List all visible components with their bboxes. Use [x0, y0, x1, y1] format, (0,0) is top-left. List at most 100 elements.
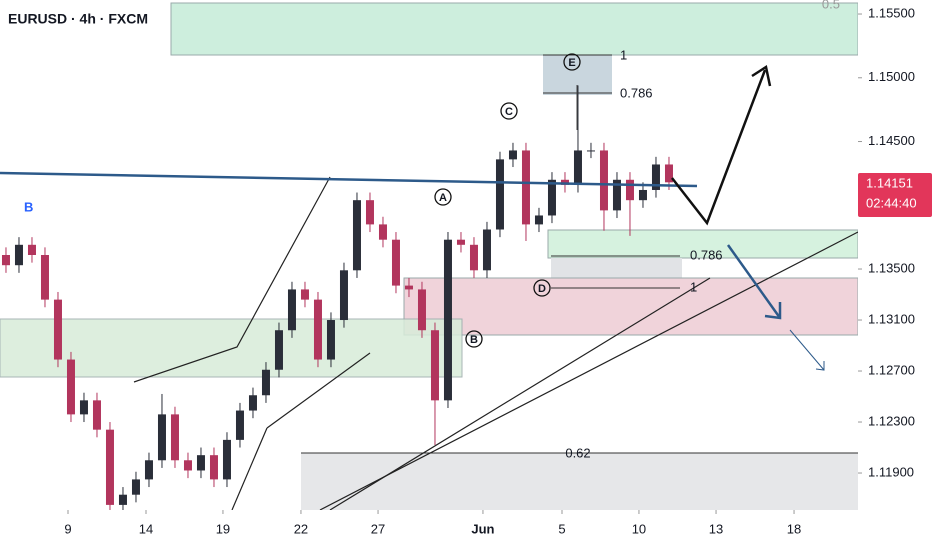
- projection: [671, 69, 767, 226]
- x-tick-label: 5: [558, 521, 565, 536]
- trend-line: [329, 277, 711, 511]
- candle-body: [248, 395, 257, 411]
- fib-label: 1: [690, 279, 697, 294]
- candle-body: [40, 255, 49, 300]
- wave-point: B: [470, 334, 478, 346]
- trend-line: [266, 352, 371, 429]
- wave-circle: [500, 102, 518, 120]
- candle-body: [586, 150, 595, 152]
- wave-point: C: [505, 106, 513, 118]
- y-tick-label: 1.12700: [868, 362, 915, 377]
- countdown: 02:44:40: [866, 195, 917, 210]
- candle-body: [651, 164, 660, 190]
- candle-body: [287, 289, 296, 331]
- y-tick-label: 1.14500: [868, 133, 915, 148]
- candle-body: [456, 239, 465, 245]
- candle-body: [170, 414, 179, 461]
- trend-line: [133, 176, 331, 383]
- candle-body: [196, 455, 205, 471]
- arrow-head: [764, 302, 782, 320]
- candle-body: [183, 460, 192, 471]
- y-tick-label: 1.13100: [868, 311, 915, 326]
- trend-line: [231, 427, 268, 511]
- neckline: [0, 171, 698, 188]
- candle-body: [222, 439, 231, 480]
- x-tick-label: 14: [139, 521, 153, 536]
- y-tick-label: 1.12300: [868, 413, 915, 428]
- candle-body: [573, 150, 582, 185]
- zone-green: [547, 229, 859, 259]
- last-price-box: [858, 173, 932, 218]
- candle-body: [157, 414, 166, 461]
- candle-body: [378, 224, 387, 240]
- candle-body: [430, 330, 439, 401]
- y-tick-label: 1.13500: [868, 260, 915, 275]
- candle-body: [274, 330, 283, 370]
- x-tick-label: 9: [64, 521, 71, 536]
- fib-label: 0.786: [620, 85, 653, 100]
- candle-body: [417, 289, 426, 331]
- candle-body: [235, 410, 244, 440]
- candle-body: [66, 359, 75, 415]
- candle-body: [14, 244, 23, 266]
- fib-label: 1: [620, 47, 627, 62]
- candle-body: [326, 320, 335, 360]
- wave-circle: [533, 279, 551, 297]
- wave-point: A: [439, 192, 447, 204]
- arrow-head: [815, 361, 825, 371]
- candle-body: [404, 285, 413, 290]
- wave-point: D: [538, 283, 546, 295]
- fib-label: 0.5: [822, 0, 840, 11]
- x-tick-label: 13: [709, 521, 723, 536]
- trend-line: [319, 231, 859, 511]
- candle-body: [521, 150, 530, 225]
- x-tick-label: 19: [216, 521, 230, 536]
- last-price: 1.14151: [866, 175, 913, 190]
- candle-body: [391, 239, 400, 286]
- projection: [726, 244, 782, 319]
- candle-body: [365, 200, 374, 225]
- price-axis: [858, 0, 932, 550]
- candle-body: [612, 179, 621, 211]
- candle-body: [300, 289, 309, 300]
- x-tick-label: 18: [787, 521, 801, 536]
- projection: [789, 329, 825, 371]
- candle-body: [27, 244, 36, 255]
- zone-grey: [301, 453, 858, 510]
- y-tick-label: 1.11900: [868, 464, 914, 479]
- wave-label: B: [24, 199, 33, 214]
- wave-point: E: [568, 57, 575, 69]
- candle-body: [53, 299, 62, 360]
- candle-body: [92, 400, 101, 430]
- zone-green: [0, 318, 463, 378]
- candle-body: [352, 200, 361, 271]
- candle-body: [482, 229, 491, 271]
- candle-body: [118, 494, 127, 505]
- candle-body: [534, 215, 543, 225]
- candle-body: [79, 400, 88, 415]
- x-tick-label: 10: [632, 521, 646, 536]
- candle-body: [638, 189, 647, 201]
- wave-circle: [465, 330, 483, 348]
- fib-label: 0.786: [690, 247, 723, 262]
- candle-body: [209, 455, 218, 480]
- candle-body: [131, 479, 140, 495]
- fib-label: 0.62: [565, 445, 590, 460]
- candle-body: [313, 299, 322, 360]
- candle-body: [469, 244, 478, 271]
- chart-title: EURUSD · 4h · FXCM: [8, 11, 148, 27]
- candle-body: [261, 369, 270, 396]
- candle-body: [1, 255, 10, 266]
- y-tick-label: 1.15500: [868, 5, 915, 20]
- candles: [1, 85, 673, 513]
- candle-body: [547, 179, 556, 216]
- candle-body: [339, 270, 348, 321]
- wave-circle: [434, 188, 452, 206]
- zone-grey: [551, 258, 682, 278]
- wave-circle: [563, 53, 581, 71]
- arrow-head: [751, 64, 772, 87]
- candle-body: [625, 179, 634, 201]
- candle-body: [144, 460, 153, 480]
- candle-body: [508, 150, 517, 160]
- candle-body: [599, 150, 608, 211]
